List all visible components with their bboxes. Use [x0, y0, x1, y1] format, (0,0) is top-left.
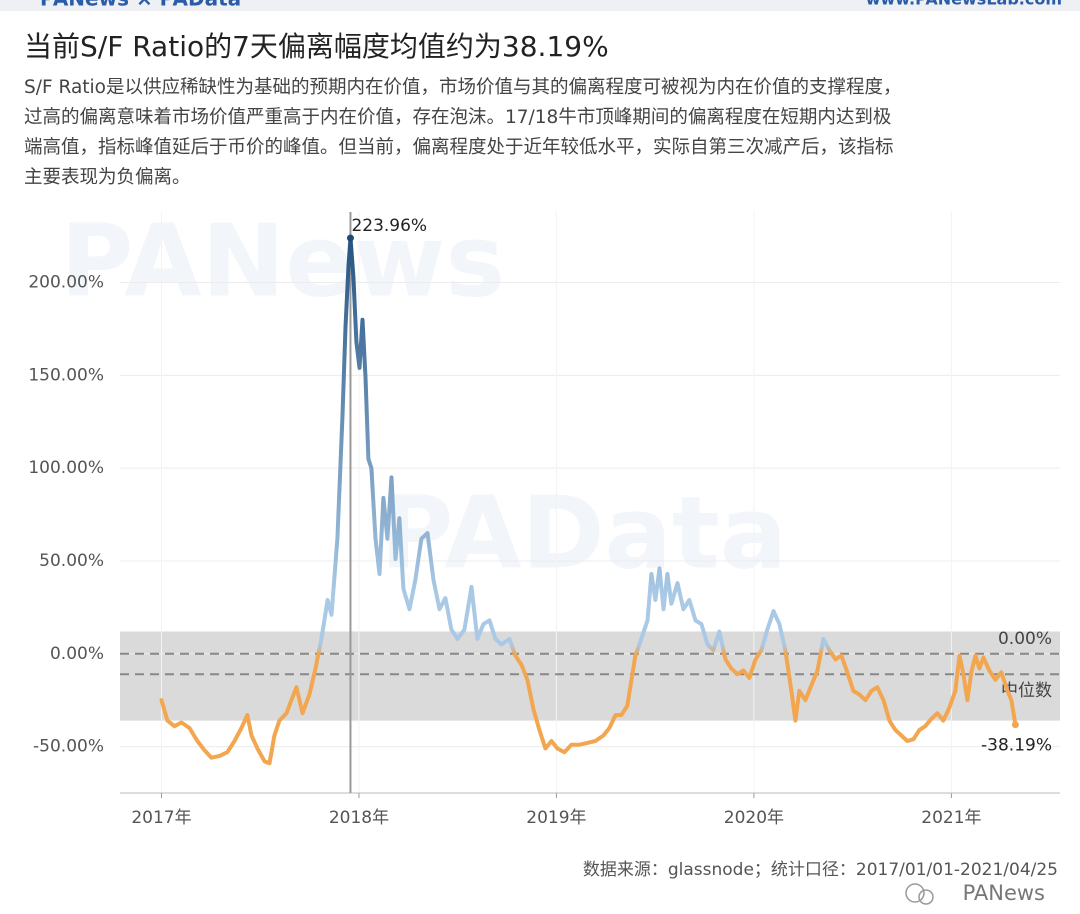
- y-tick-label: 150.00%: [28, 365, 104, 385]
- annotation-label: 223.96%: [351, 216, 427, 236]
- description-line: 端高值，指标峰值延后于币价的峰值。但当前，偏离程度处于近年较低水平，实际自第三次…: [24, 137, 894, 158]
- x-tick-label: 2021年: [921, 808, 981, 828]
- x-tick-label: 2017年: [131, 808, 191, 828]
- brand-icon: [918, 889, 934, 905]
- header-bar: [0, 0, 1080, 11]
- y-tick-label: 100.00%: [28, 458, 104, 478]
- y-tick-label: -50.00%: [33, 737, 104, 757]
- x-tick-label: 2019年: [526, 808, 586, 828]
- annotation-label: -38.19%: [981, 736, 1052, 756]
- x-tick-label: 2018年: [329, 808, 389, 828]
- description: S/F Ratio是以供应稀缺性为基础的预期内在价值，市场价值与其的偏离程度可被…: [24, 77, 902, 188]
- watermarks: PANews PAData: [60, 202, 787, 591]
- description-line: 主要表现为负偏离。: [24, 167, 191, 188]
- description-line: 过高的偏离意味着市场价值严重高于内在价值，存在泡沫。17/18牛市顶峰期间的偏离…: [24, 107, 891, 128]
- brand: PANews: [963, 881, 1045, 905]
- y-tick-label: 0.00%: [50, 644, 104, 664]
- annotation-point: [346, 234, 354, 242]
- reference-label: 0.00%: [998, 629, 1052, 649]
- reference-label: 中位数: [1001, 681, 1052, 701]
- watermark: PANews: [60, 202, 505, 319]
- y-tick-label: 200.00%: [28, 273, 104, 293]
- source: 数据来源：glassnode；统计口径：2017/01/01-2021/04/2…: [583, 860, 1058, 880]
- description-line: S/F Ratio是以供应稀缺性为基础的预期内在价值，市场价值与其的偏离程度可被…: [24, 77, 902, 98]
- header-logo: PANews × PAData: [40, 0, 241, 11]
- header-site: www.PANewsLab.com: [866, 0, 1062, 9]
- annotation-point: [1011, 721, 1019, 729]
- chart-title: 当前S/F Ratio的7天偏离幅度均值约为38.19%: [24, 30, 609, 63]
- x-tick-label: 2020年: [724, 808, 784, 828]
- data-line: [159, 236, 1018, 766]
- brand-icon: [905, 883, 925, 903]
- y-tick-label: 50.00%: [39, 551, 104, 571]
- watermark: PAData: [380, 474, 787, 591]
- band: [120, 631, 1060, 721]
